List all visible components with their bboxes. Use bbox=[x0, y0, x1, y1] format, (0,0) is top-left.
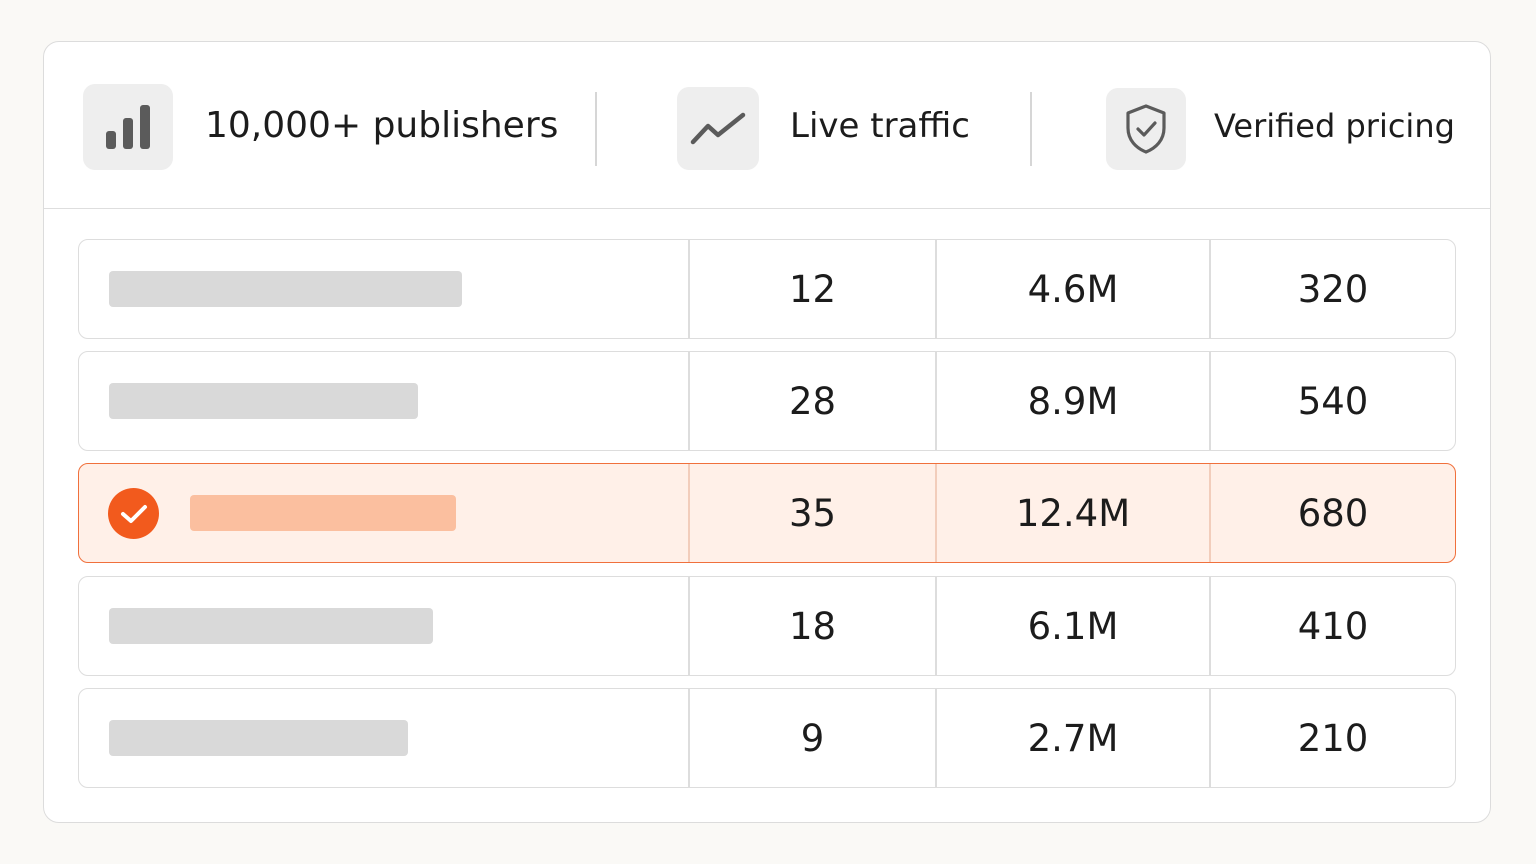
feature-verified-pricing: Verified pricing bbox=[1032, 42, 1490, 209]
table-row[interactable]: 28 8.9M 540 bbox=[78, 351, 1456, 451]
header-divider bbox=[595, 92, 597, 166]
cell-divider bbox=[688, 352, 690, 450]
cell-value: 18 bbox=[788, 604, 837, 648]
cell-divider bbox=[688, 577, 690, 675]
cell-divider bbox=[1209, 577, 1211, 675]
cell-value: 12 bbox=[788, 267, 837, 311]
trend-line-icon bbox=[677, 87, 759, 170]
cell-value: 4.6M bbox=[1027, 267, 1119, 311]
name-placeholder bbox=[190, 495, 456, 531]
cell-divider bbox=[1209, 352, 1211, 450]
cell-value: 8.9M bbox=[1027, 379, 1119, 423]
cell-value: 28 bbox=[788, 379, 837, 423]
feature-label-verified-pricing: Verified pricing bbox=[1214, 106, 1455, 145]
features-header: 10,000+ publishers Live traffic Verified… bbox=[44, 42, 1490, 209]
cell-value: 12.4M bbox=[1015, 491, 1131, 535]
cell-divider bbox=[688, 240, 690, 338]
cell-divider bbox=[935, 240, 937, 338]
feature-publishers: 10,000+ publishers bbox=[44, 42, 594, 209]
cell-divider bbox=[935, 352, 937, 450]
table-row-selected[interactable]: 35 12.4M 680 bbox=[78, 463, 1456, 563]
cell-divider bbox=[935, 689, 937, 787]
feature-live-traffic: Live traffic bbox=[596, 42, 1028, 209]
check-icon[interactable] bbox=[108, 488, 159, 539]
name-placeholder bbox=[109, 383, 418, 419]
cell-divider bbox=[935, 464, 937, 562]
table-row[interactable]: 9 2.7M 210 bbox=[78, 688, 1456, 788]
cell-value: 540 bbox=[1297, 379, 1369, 423]
cell-value: 410 bbox=[1297, 604, 1369, 648]
table-row[interactable]: 18 6.1M 410 bbox=[78, 576, 1456, 676]
cell-value: 680 bbox=[1297, 491, 1369, 535]
name-placeholder bbox=[109, 271, 462, 307]
cell-divider bbox=[1209, 689, 1211, 787]
cell-value: 210 bbox=[1297, 716, 1369, 760]
name-placeholder bbox=[109, 720, 408, 756]
cell-value: 9 bbox=[800, 716, 825, 760]
header-divider bbox=[1030, 92, 1032, 166]
cell-divider bbox=[688, 689, 690, 787]
cell-divider bbox=[935, 577, 937, 675]
cell-value: 2.7M bbox=[1027, 716, 1119, 760]
feature-label-live-traffic: Live traffic bbox=[790, 105, 970, 146]
bar-chart-icon bbox=[83, 84, 173, 170]
cell-value: 6.1M bbox=[1027, 604, 1119, 648]
cell-value: 35 bbox=[788, 491, 837, 535]
cell-divider bbox=[1209, 464, 1211, 562]
feature-label-publishers: 10,000+ publishers bbox=[205, 105, 559, 146]
cell-divider bbox=[688, 464, 690, 562]
shield-check-icon bbox=[1106, 88, 1186, 170]
publisher-card: 10,000+ publishers Live traffic Verified… bbox=[43, 41, 1491, 823]
cell-value: 320 bbox=[1297, 267, 1369, 311]
table-row[interactable]: 12 4.6M 320 bbox=[78, 239, 1456, 339]
name-placeholder bbox=[109, 608, 433, 644]
cell-divider bbox=[1209, 240, 1211, 338]
